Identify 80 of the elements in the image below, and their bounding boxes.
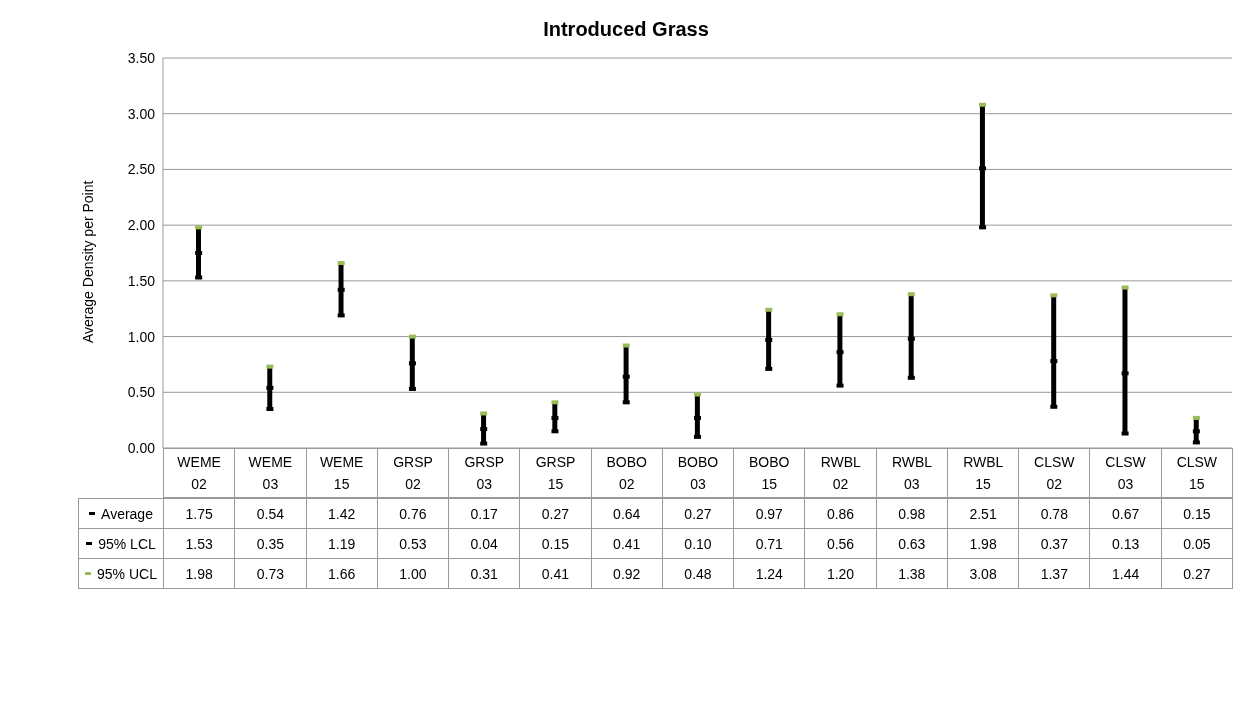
x-tick-label: BOBO 15 <box>749 453 790 494</box>
y-tick-label: 1.00 <box>127 328 156 345</box>
data-label: 0.10 <box>661 528 735 559</box>
data-label: 0.71 <box>733 528 806 559</box>
y-tick-label: 2.50 <box>127 161 156 178</box>
bar <box>837 314 843 386</box>
data-label: 0.35 <box>234 528 307 559</box>
data-label: 0.27 <box>661 498 735 529</box>
data-label: 0.27 <box>1160 558 1233 589</box>
bar <box>1122 287 1128 434</box>
data-label: 0.78 <box>1018 498 1091 529</box>
data-label: 0.67 <box>1089 498 1162 529</box>
x-tick-label: BOBO 02 <box>606 453 647 494</box>
data-label: 1.66 <box>305 558 378 589</box>
data-label: 0.05 <box>1160 528 1233 559</box>
data-label: 1.98 <box>163 558 236 589</box>
x-tick-label: BOBO 03 <box>677 453 719 494</box>
data-label: 1.19 <box>305 528 378 559</box>
chart-title: Introduced Grass <box>542 18 710 41</box>
y-tick-label: 1.50 <box>127 272 156 289</box>
bar <box>908 294 914 378</box>
data-label: 2.51 <box>946 498 1020 529</box>
data-label: 0.54 <box>234 498 307 529</box>
legend-label: 95% LCL <box>78 528 164 559</box>
data-label: 0.48 <box>661 558 735 589</box>
data-label: 0.86 <box>804 498 877 529</box>
data-label: 0.31 <box>448 558 521 589</box>
data-label: 3.08 <box>946 558 1020 589</box>
data-label: 1.53 <box>163 528 236 559</box>
bar <box>1051 295 1057 407</box>
legend-label: Average <box>78 498 164 529</box>
data-label: 0.37 <box>1018 528 1091 559</box>
legend-label: 95% UCL <box>78 558 164 589</box>
x-tick-label: CLSW 15 <box>1176 453 1218 494</box>
x-tick-label: RWBL 02 <box>820 453 861 494</box>
data-label: 1.75 <box>163 498 236 529</box>
data-label: 1.44 <box>1089 558 1162 589</box>
data-label: 0.97 <box>733 498 806 529</box>
y-tick-label: 3.50 <box>127 49 156 66</box>
x-tick-label: WEME 03 <box>248 453 293 494</box>
data-label: 1.20 <box>804 558 877 589</box>
y-tick-label: 0.00 <box>127 439 156 456</box>
point <box>694 392 701 397</box>
data-label: 1.24 <box>733 558 806 589</box>
data-label: 0.63 <box>875 528 948 559</box>
data-label: 0.64 <box>590 498 663 529</box>
data-label: 0.92 <box>590 558 663 589</box>
y-axis-title: Average Density per Point <box>79 180 96 343</box>
x-tick-label: GRSP 15 <box>535 453 576 494</box>
x-tick-label: WEME 02 <box>177 453 221 494</box>
data-label: 0.27 <box>519 498 592 529</box>
x-tick-label: WEME 15 <box>319 453 364 494</box>
data-label: 0.15 <box>519 528 592 559</box>
data-label: 0.56 <box>804 528 877 559</box>
data-label: 1.37 <box>1018 558 1091 589</box>
data-label: 0.73 <box>234 558 307 589</box>
data-label: 0.04 <box>448 528 521 559</box>
x-tick-label: CLSW 02 <box>1034 453 1075 494</box>
data-label: 1.42 <box>305 498 378 529</box>
data-label: 0.76 <box>376 498 450 529</box>
y-tick-label: 3.00 <box>127 105 156 122</box>
y-tick-label: 2.00 <box>127 217 156 234</box>
x-tick-label: RWBL 03 <box>891 453 933 494</box>
x-tick-label: GRSP 03 <box>464 453 505 494</box>
data-label: 1.38 <box>875 558 948 589</box>
y-tick-label: 0.50 <box>127 384 156 401</box>
data-label: 0.98 <box>875 498 948 529</box>
data-label: 0.13 <box>1089 528 1162 559</box>
x-tick-label: CLSW 03 <box>1105 453 1146 494</box>
point <box>694 434 701 439</box>
data-label: 0.41 <box>590 528 663 559</box>
data-label: 0.17 <box>448 498 521 529</box>
x-tick-label: GRSP 02 <box>393 453 433 494</box>
bar <box>979 104 985 228</box>
x-tick-label: RWBL 15 <box>963 453 1004 494</box>
data-label: 0.15 <box>1160 498 1233 529</box>
data-label: 0.53 <box>376 528 450 559</box>
data-label: 1.00 <box>376 558 450 589</box>
data-label: 1.98 <box>946 528 1020 559</box>
data-label: 0.41 <box>519 558 592 589</box>
